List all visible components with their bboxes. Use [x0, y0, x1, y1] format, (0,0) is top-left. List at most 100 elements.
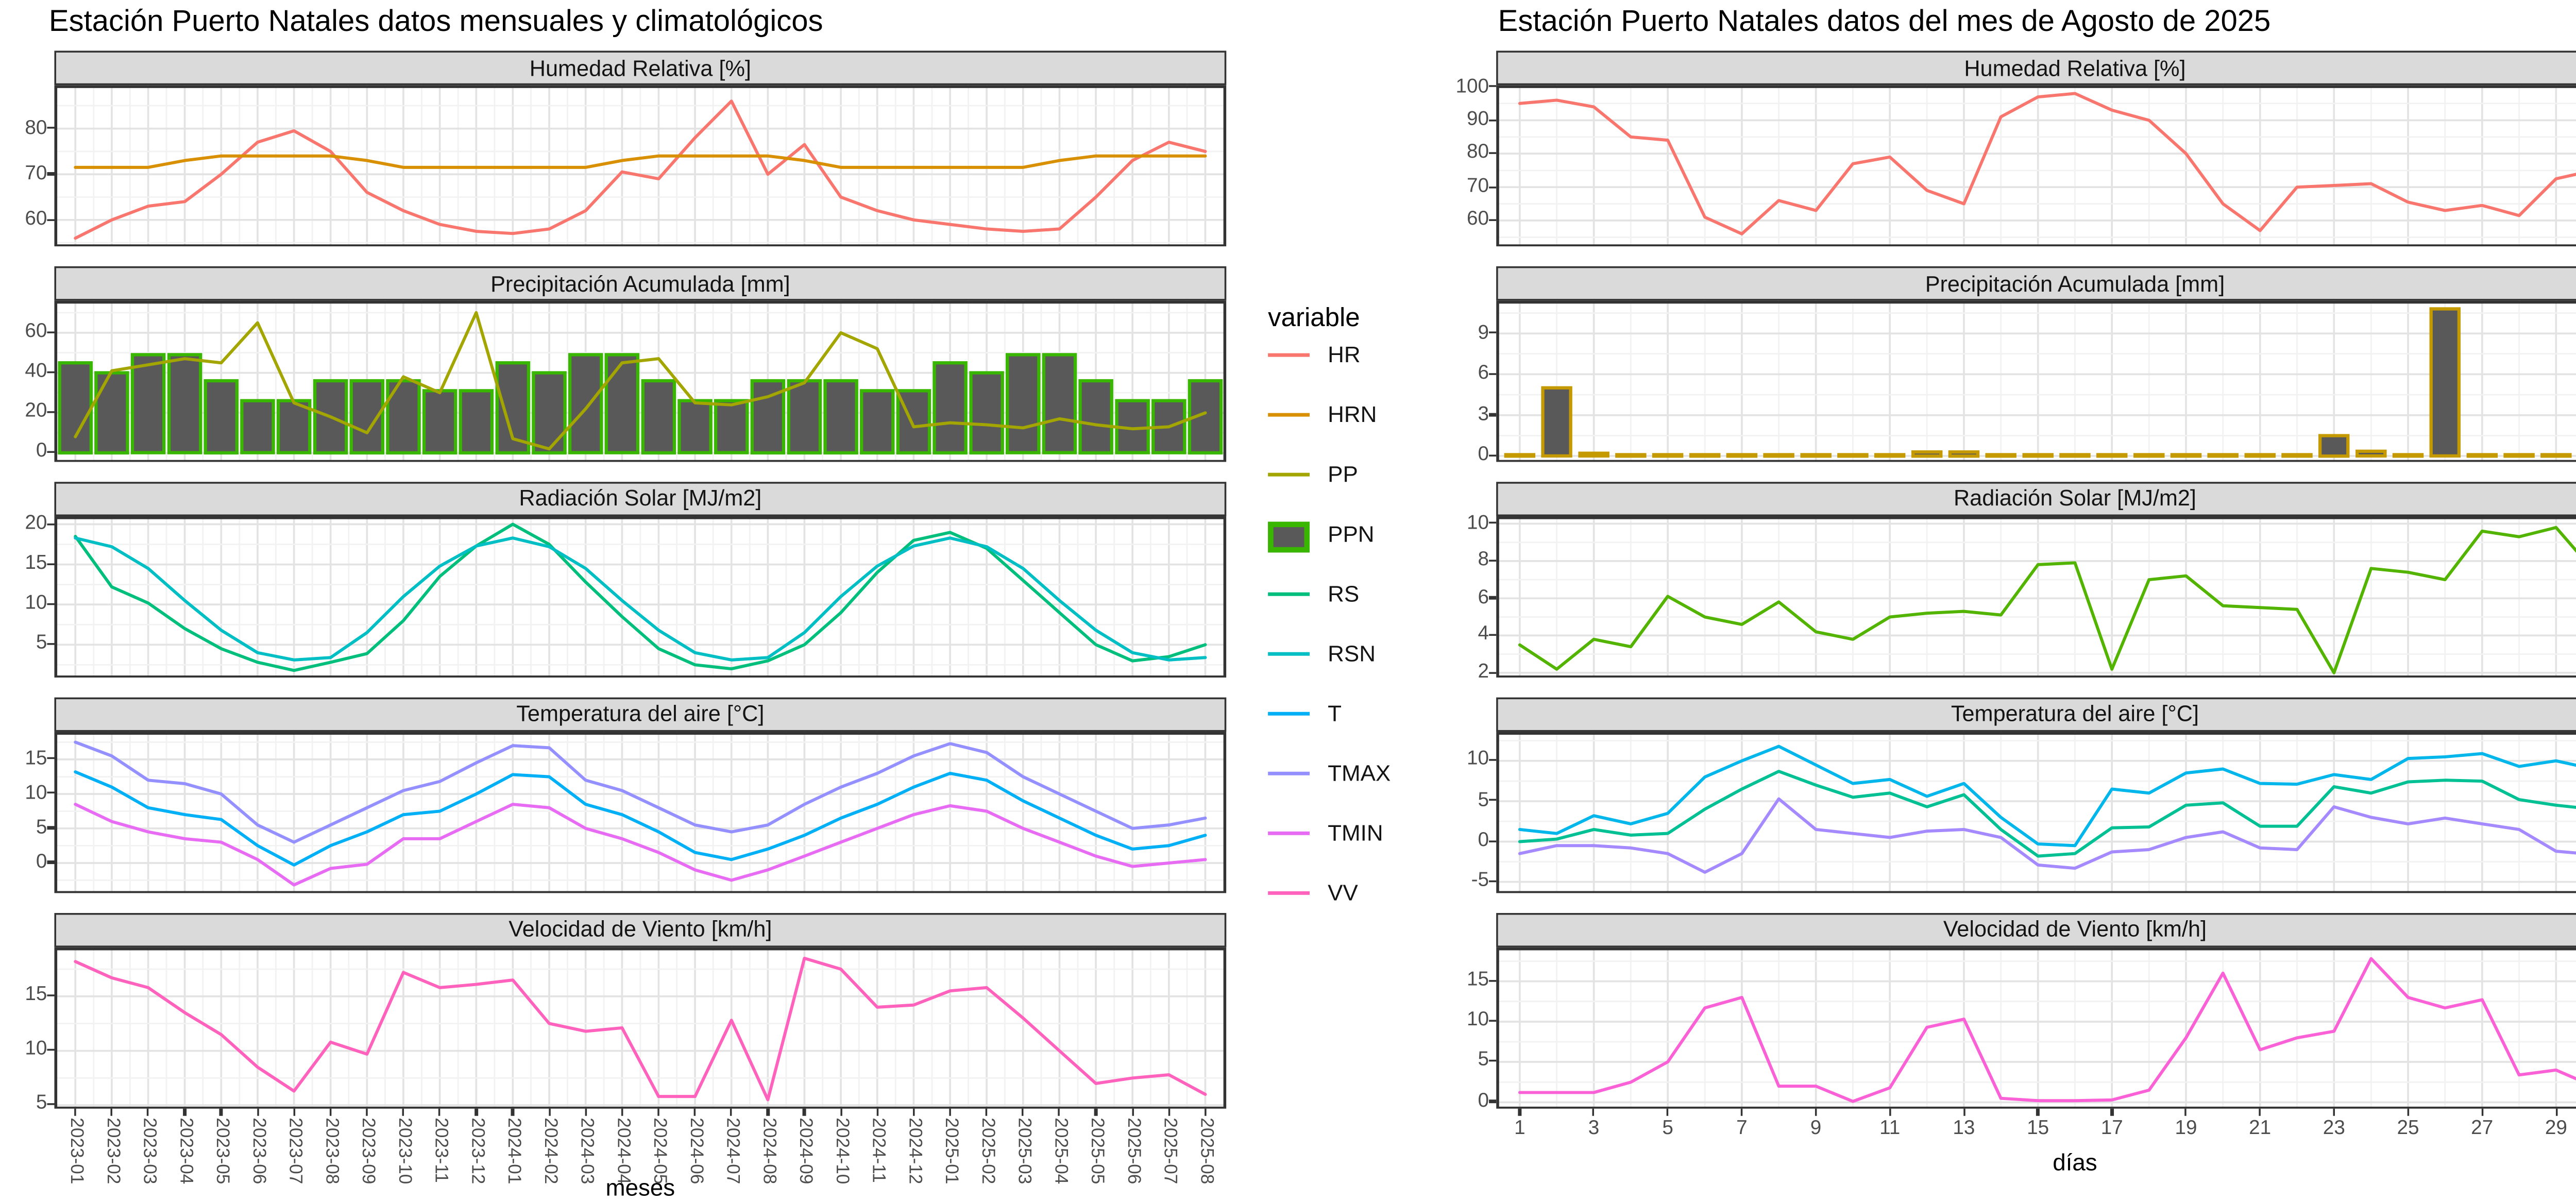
- x-tick-label: 2023-03: [139, 1118, 159, 1185]
- y-tick-mark: [47, 643, 55, 646]
- y-tick-label: 0: [36, 851, 47, 873]
- x-tick-label: 2024-06: [685, 1118, 705, 1185]
- x-tick-mark: [1667, 1108, 1669, 1115]
- y-tick-mark: [1489, 119, 1497, 122]
- y-tick-label: 15: [25, 747, 47, 769]
- y-tick-label: 5: [36, 633, 47, 655]
- y-tick-label: 10: [1467, 1009, 1489, 1031]
- y-tick-mark: [47, 331, 55, 334]
- y-tick-mark: [1489, 979, 1497, 982]
- legend-key-tmax-line: [1268, 771, 1310, 776]
- x-tick-mark: [912, 1108, 915, 1115]
- x-tick-mark: [2259, 1108, 2261, 1115]
- y-tick-mark: [1489, 454, 1497, 457]
- panel-strip: Velocidad de Viento [km/h]: [1496, 913, 2576, 947]
- figure-daily-august: Estación Puerto Natales datos del mes de…: [1456, 0, 2576, 1199]
- x-tick-mark: [949, 1108, 952, 1115]
- y-tick-label: 0: [1478, 1090, 1489, 1112]
- y-tick-label: 3: [1478, 403, 1489, 426]
- legend-label-tmax: TMAX: [1328, 759, 1391, 786]
- panel-strip: Humedad Relativa [%]: [1496, 51, 2576, 85]
- y-tick-mark: [47, 603, 55, 605]
- x-tick-label: 2024-11: [868, 1118, 888, 1183]
- x-tick-label: 17: [2100, 1118, 2123, 1140]
- y-tick-label: 6: [1478, 362, 1489, 384]
- y-tick-mark: [1489, 1100, 1497, 1103]
- y-tick-mark: [1489, 799, 1497, 802]
- y-tick-label: 80: [1467, 142, 1489, 164]
- x-tick-label: 2024-02: [539, 1118, 560, 1185]
- x-tick-mark: [803, 1108, 806, 1115]
- x-tick-label: 9: [1810, 1118, 1822, 1140]
- x-tick-mark: [1518, 1108, 1521, 1115]
- x-tick-mark: [2184, 1108, 2188, 1115]
- legend-key-rsn-line: [1268, 651, 1310, 656]
- y-tick-label: 60: [1467, 209, 1489, 231]
- x-tick-label: 2024-04: [612, 1118, 633, 1185]
- y-tick-mark: [1489, 839, 1497, 842]
- legend: variable HR HRN PP PPN RS RSN T TMAX TMIN VV: [1268, 0, 1395, 1199]
- x-tick-mark: [74, 1108, 77, 1115]
- x-tick-mark: [438, 1108, 441, 1115]
- y-tick-label: 70: [1467, 175, 1489, 197]
- x-tick-mark: [621, 1108, 623, 1115]
- x-tick-label: 2025-08: [1195, 1118, 1216, 1185]
- y-tick-mark: [47, 371, 55, 374]
- x-tick-label: 2023-04: [175, 1118, 195, 1185]
- panel-plot: [1496, 731, 2576, 893]
- x-tick-label: 2023-08: [320, 1118, 341, 1185]
- x-tick-mark: [767, 1108, 769, 1115]
- panel-plot: [1496, 946, 2576, 1109]
- figure-title-monthly: Estación Puerto Natales datos mensuales …: [48, 5, 823, 38]
- y-tick-label: -5: [1471, 870, 1489, 892]
- y-tick-label: 60: [25, 208, 47, 230]
- y-tick-label: 80: [25, 116, 47, 139]
- x-tick-label: 2025-03: [1013, 1118, 1033, 1185]
- y-tick-label: 20: [25, 401, 47, 423]
- y-tick-mark: [47, 994, 55, 997]
- y-tick-mark: [1489, 86, 1497, 88]
- y-tick-mark: [1489, 185, 1497, 188]
- y-tick-mark: [1489, 219, 1497, 222]
- x-tick-label: 2024-05: [649, 1118, 669, 1185]
- y-tick-label: 100: [1455, 75, 1489, 97]
- legend-label-pp: PP: [1328, 461, 1358, 487]
- panel-plot: [1496, 84, 2576, 247]
- y-tick-label: 40: [25, 361, 47, 383]
- x-tick-mark: [1095, 1108, 1097, 1115]
- y-tick-mark: [1489, 1060, 1497, 1062]
- y-tick-label: 90: [1467, 108, 1489, 131]
- x-tick-label: 21: [2249, 1118, 2272, 1140]
- x-tick-label: 15: [2027, 1118, 2049, 1140]
- x-tick-label: 19: [2175, 1118, 2197, 1140]
- y-tick-label: 20: [25, 512, 47, 534]
- panel-plot: [54, 300, 1227, 463]
- y-tick-label: 15: [25, 552, 47, 574]
- legend-key-hr-line: [1268, 352, 1310, 358]
- panel-strip: Temperatura del aire [°C]: [54, 697, 1227, 731]
- y-tick-mark: [1489, 596, 1497, 599]
- y-tick-mark: [47, 451, 55, 454]
- y-tick-label: 10: [25, 593, 47, 615]
- x-tick-mark: [475, 1108, 478, 1115]
- x-tick-mark: [657, 1108, 660, 1115]
- y-tick-mark: [1489, 759, 1497, 762]
- x-tick-mark: [1131, 1108, 1134, 1115]
- x-tick-mark: [2406, 1108, 2410, 1115]
- x-tick-mark: [876, 1108, 878, 1115]
- y-tick-label: 0: [36, 441, 47, 463]
- legend-title: variable: [1268, 304, 1360, 333]
- legend-label-hrn: HRN: [1328, 401, 1377, 427]
- panel-plot: [1496, 515, 2576, 678]
- y-tick-mark: [47, 173, 55, 175]
- x-tick-mark: [730, 1108, 733, 1115]
- x-tick-mark: [402, 1108, 405, 1115]
- x-tick-mark: [2555, 1108, 2557, 1115]
- x-tick-mark: [2333, 1108, 2335, 1115]
- figure-monthly-climatology: Estación Puerto Natales datos mensuales …: [11, 0, 1449, 1201]
- legend-label-t: T: [1328, 700, 1342, 726]
- legend-label-rsn: RSN: [1328, 640, 1376, 666]
- x-tick-label: 2024-10: [831, 1118, 851, 1185]
- x-tick-mark: [985, 1108, 988, 1115]
